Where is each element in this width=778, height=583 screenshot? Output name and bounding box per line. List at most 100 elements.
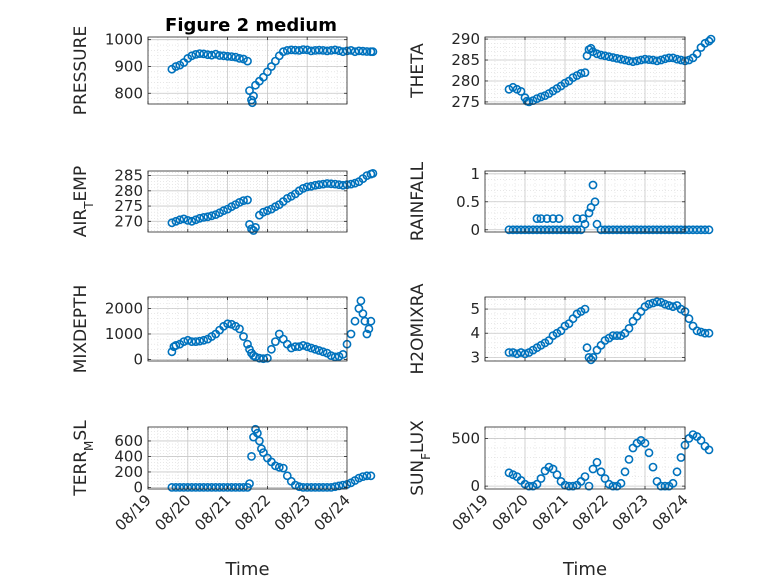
data-point <box>362 329 372 339</box>
data-point <box>366 471 376 481</box>
data-point <box>536 214 546 223</box>
data-point <box>294 482 304 492</box>
data-point <box>219 206 228 216</box>
data-point <box>334 46 344 56</box>
data-point <box>616 54 626 64</box>
data-point <box>247 451 256 461</box>
data-point <box>586 202 596 212</box>
data-point <box>648 298 658 308</box>
data-point <box>620 467 630 477</box>
data-point <box>274 462 284 472</box>
x-axis-label: Time <box>562 559 607 580</box>
data-point <box>278 463 288 473</box>
data-point <box>508 348 518 357</box>
data-point <box>364 324 374 334</box>
data-point <box>195 482 205 492</box>
data-point <box>644 55 654 64</box>
data-point <box>310 180 320 190</box>
data-point <box>215 51 224 60</box>
y-tick-label: 2000 <box>105 299 143 317</box>
data-point <box>219 51 228 61</box>
data-point <box>584 208 594 218</box>
data-point <box>636 55 646 65</box>
data-point <box>278 47 288 57</box>
data-point <box>231 52 240 62</box>
data-point <box>568 481 578 491</box>
data-point <box>358 46 368 56</box>
data-point <box>542 214 552 223</box>
data-point <box>600 474 610 483</box>
data-point <box>548 214 558 223</box>
y-tick-label: 800 <box>114 84 143 102</box>
data-point <box>592 219 602 229</box>
data-point <box>249 91 258 101</box>
data-point <box>516 87 526 96</box>
data-point <box>286 343 296 353</box>
data-point <box>628 57 638 67</box>
panel-pressure: 800 900 1000 PRESSURE <box>71 26 378 115</box>
data-point <box>692 326 702 336</box>
data-point <box>235 324 244 334</box>
data-point <box>326 482 336 492</box>
data-point <box>243 195 252 205</box>
data-point <box>239 482 248 492</box>
data-point <box>652 297 662 307</box>
axes-box <box>147 36 348 105</box>
data-point <box>580 68 590 77</box>
data-point <box>704 328 714 338</box>
data-point <box>504 225 514 235</box>
data-point <box>243 339 252 349</box>
data-point <box>302 182 312 192</box>
data-point <box>171 340 181 350</box>
y-axis-label: TERRMSL <box>71 420 96 497</box>
data-point <box>314 180 324 190</box>
data-point <box>644 448 654 458</box>
data-point <box>252 428 262 438</box>
data-point <box>239 196 248 205</box>
data-point <box>318 179 328 189</box>
data-point <box>596 50 606 60</box>
data-point <box>199 335 209 345</box>
data-point <box>290 342 300 352</box>
y-tick-label: 0 <box>133 478 143 496</box>
data-point <box>660 481 670 491</box>
data-point <box>648 462 658 472</box>
axes-box <box>147 296 348 362</box>
data-point <box>684 314 694 324</box>
data-point <box>179 337 189 346</box>
data-point <box>346 329 356 339</box>
x-tick-label: 08/20 <box>151 491 194 534</box>
y-axis-label: MIXDEPTH <box>71 285 91 374</box>
data-point <box>199 212 209 222</box>
data-point <box>508 225 518 235</box>
data-point <box>350 178 360 188</box>
axes-box <box>484 36 686 105</box>
data-point <box>664 53 674 63</box>
data-point <box>632 56 642 66</box>
data-point <box>262 206 272 216</box>
data-point <box>187 216 197 226</box>
data-point <box>203 482 213 492</box>
data-point <box>247 224 256 234</box>
data-point <box>362 47 372 56</box>
data-point <box>203 50 213 60</box>
y-tick-label: 275 <box>451 93 480 111</box>
data-point <box>692 49 702 59</box>
data-point <box>314 45 324 55</box>
data-point <box>588 464 598 474</box>
data-point <box>704 36 714 46</box>
data-point <box>584 481 594 491</box>
data-point <box>171 62 181 71</box>
data-point <box>227 52 236 61</box>
y-axis-label: H2OMIXRA <box>408 283 428 374</box>
data-point <box>586 355 596 365</box>
data-point <box>298 340 308 350</box>
data-point <box>183 335 193 345</box>
data-point <box>696 327 706 337</box>
data-point <box>207 211 217 221</box>
data-point <box>266 344 276 354</box>
axes-box <box>147 170 348 233</box>
data-point <box>672 54 682 64</box>
data-point <box>580 219 590 229</box>
